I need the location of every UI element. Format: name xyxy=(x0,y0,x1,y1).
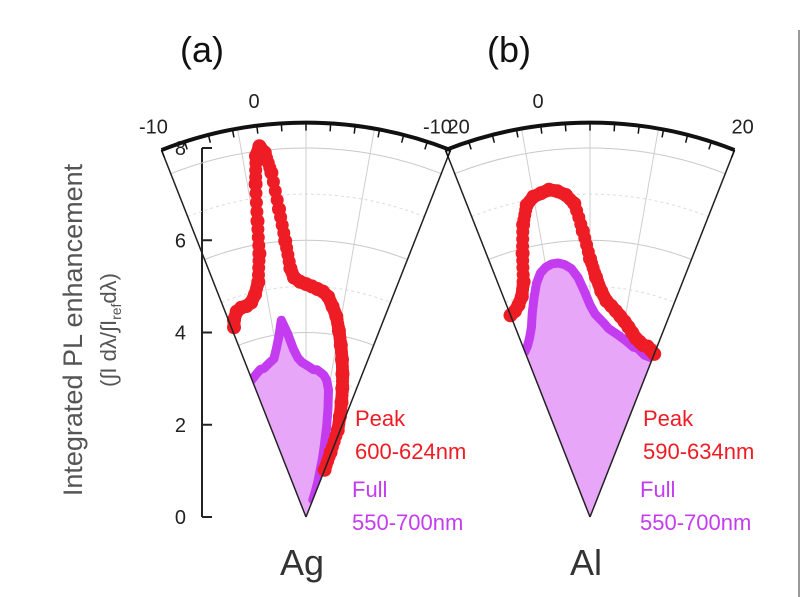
angle-tick-mark xyxy=(467,141,472,150)
angle-tick-mark xyxy=(661,129,665,138)
panel-a-peak-range: 600-624nm xyxy=(355,439,466,464)
y-axis-sublabel: (∫I dλ/∫Irefdλ) xyxy=(96,273,124,387)
angle-tick-mark xyxy=(730,149,736,158)
full-line xyxy=(247,315,333,505)
peak-point xyxy=(574,217,588,231)
sector-edge-left xyxy=(444,149,591,518)
peak-point xyxy=(516,279,530,292)
angle-tick-mark xyxy=(637,125,640,134)
panel-b-label: (b) xyxy=(487,29,531,70)
panel-b-peak-label: Peak xyxy=(643,406,694,431)
angle-tick-mark xyxy=(564,123,567,132)
panel-a-metal-label: Ag xyxy=(280,542,324,583)
panel-a-sector-frame xyxy=(160,120,452,518)
angle-tick-mark xyxy=(207,134,212,143)
peak-point xyxy=(249,196,263,210)
panel-a-peak-label: Peak xyxy=(355,406,406,431)
angle-tick-label: -10 xyxy=(423,117,452,139)
angle-tick-mark xyxy=(329,123,332,132)
y-tick-label: 4 xyxy=(175,323,186,345)
y-tick-label: 8 xyxy=(175,138,186,160)
panel-b-peak-range: 590-634nm xyxy=(643,439,754,464)
angle-tick-mark xyxy=(231,129,235,138)
peak-point xyxy=(277,226,291,240)
panel-a-full-range: 550-700nm xyxy=(352,510,463,535)
angle-tick-mark xyxy=(684,134,689,143)
panel-a-label: (a) xyxy=(180,29,224,70)
peak-point xyxy=(250,278,264,292)
peak-point xyxy=(581,245,595,259)
panel-b: (b) -10 0 20 Peak 590-634nm Full 550-700nm… xyxy=(423,29,754,583)
full-line xyxy=(520,258,657,363)
peak-point xyxy=(263,161,277,175)
angle-tick-mark xyxy=(400,134,405,143)
peak-point xyxy=(252,254,266,268)
panel-b-peak-series xyxy=(503,182,662,361)
angle-tick-mark xyxy=(613,123,616,132)
y-axis: 0 2 4 6 8 xyxy=(175,138,212,529)
peak-point xyxy=(249,186,263,200)
panel-a-full-series xyxy=(247,315,333,517)
panel-b-full-series xyxy=(520,258,657,517)
angle-tick-mark xyxy=(708,141,713,150)
angle-tick-mark xyxy=(256,125,259,134)
sector-outer-arc xyxy=(444,120,736,152)
angle-tick-mark xyxy=(353,125,356,134)
angle-tick-mark xyxy=(540,125,543,134)
angle-tick-mark xyxy=(491,134,496,143)
panel-b-full-label: Full xyxy=(640,477,675,502)
angle-tick-mark xyxy=(160,149,166,158)
angle-tick-label: 20 xyxy=(447,117,469,139)
angle-tick-mark xyxy=(280,123,283,132)
peak-point xyxy=(270,193,284,207)
panel-a-angle-ticks: -10 0 20 xyxy=(139,91,470,158)
sector-edge-right xyxy=(305,149,452,518)
angle-tick-label: -10 xyxy=(139,117,168,139)
angle-tick-mark xyxy=(183,141,188,150)
angle-tick-mark xyxy=(377,129,381,138)
panel-b-angle-ticks: -10 0 20 xyxy=(423,91,754,158)
sector-edge-left xyxy=(160,149,307,518)
panel-b-full-range: 550-700nm xyxy=(640,510,751,535)
y-tick-label: 0 xyxy=(175,507,186,529)
peak-point xyxy=(516,254,530,267)
peak-point xyxy=(516,225,530,239)
panel-b-metal-label: Al xyxy=(570,542,602,583)
y-tick-label: 2 xyxy=(175,415,186,437)
sector-edge-right xyxy=(589,149,736,518)
panel-a-peak-series xyxy=(227,139,350,477)
angle-tick-label: 20 xyxy=(731,117,753,139)
angle-tick-mark xyxy=(444,149,450,158)
peak-point xyxy=(249,156,263,170)
full-area xyxy=(524,263,653,517)
angle-tick-label: 0 xyxy=(533,91,544,113)
y-tick-label: 6 xyxy=(175,230,186,252)
angle-tick-mark xyxy=(515,129,519,138)
peak-point xyxy=(251,222,265,236)
panel-a-full-label: Full xyxy=(352,477,387,502)
y-axis-label: Integrated PL enhancement xyxy=(58,163,88,496)
sector-outer-arc xyxy=(160,120,452,152)
angle-tick-label: 0 xyxy=(249,91,260,113)
panel-b-sector-frame xyxy=(444,120,736,518)
angle-tick-mark xyxy=(424,141,429,150)
peak-point xyxy=(250,205,264,219)
